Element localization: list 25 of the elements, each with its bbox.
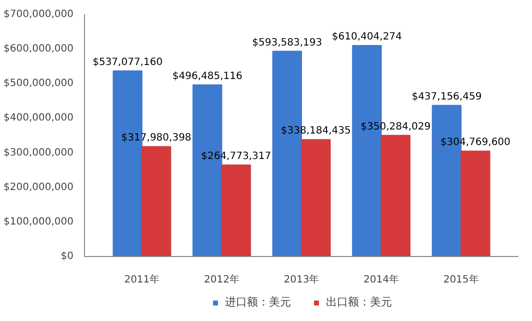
bar bbox=[301, 139, 331, 256]
y-tick-label: $700,000,000 bbox=[4, 9, 74, 20]
data-label: $496,485,116 bbox=[172, 70, 242, 82]
data-label: $537,077,160 bbox=[92, 56, 163, 68]
data-label: $593,583,193 bbox=[252, 37, 322, 48]
x-tick-label: 2013年 bbox=[284, 274, 320, 286]
y-tick-label: $0 bbox=[60, 251, 74, 262]
bar bbox=[141, 146, 172, 256]
x-tick-label: 2012年 bbox=[204, 274, 240, 286]
x-tick-label: 2011年 bbox=[124, 274, 160, 286]
y-tick-label: $500,000,000 bbox=[4, 78, 74, 90]
bar bbox=[221, 164, 251, 256]
y-tick-label: $300,000,000 bbox=[4, 147, 74, 158]
x-tick-label: 2014年 bbox=[364, 274, 400, 286]
legend-label: 进口额：美元 bbox=[225, 294, 291, 310]
y-tick-label: $100,000,000 bbox=[4, 216, 74, 228]
y-tick-label: $400,000,000 bbox=[4, 112, 74, 124]
legend-label: 出口额：美元 bbox=[326, 294, 392, 310]
x-tick-label: 2015年 bbox=[443, 274, 479, 286]
bar bbox=[460, 150, 490, 256]
data-label: $610,404,274 bbox=[332, 31, 402, 42]
data-label: $437,156,459 bbox=[412, 91, 482, 102]
y-tick-label: $600,000,000 bbox=[4, 44, 74, 55]
bar bbox=[380, 134, 410, 256]
y-tick-label: $200,000,000 bbox=[4, 182, 74, 193]
